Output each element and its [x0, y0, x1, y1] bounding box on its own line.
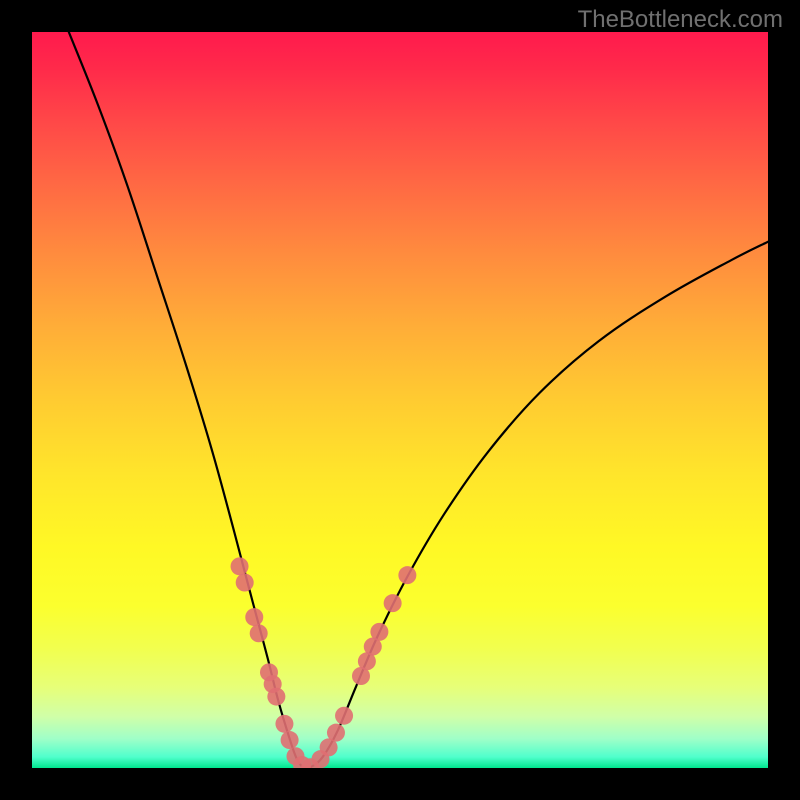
data-marker [384, 594, 402, 612]
data-marker [250, 624, 268, 642]
data-marker [236, 574, 254, 592]
bottleneck-curve [69, 32, 768, 768]
data-marker [398, 566, 416, 584]
watermark-text: TheBottleneck.com [578, 6, 783, 34]
data-marker [281, 731, 299, 749]
plot-area [32, 32, 768, 768]
marker-group [231, 557, 417, 768]
data-marker [245, 608, 263, 626]
chart-svg [32, 32, 768, 768]
data-marker [335, 707, 353, 725]
data-marker [370, 623, 388, 641]
data-marker [231, 557, 249, 575]
data-marker [327, 724, 345, 742]
data-marker [267, 688, 285, 706]
data-marker [275, 715, 293, 733]
